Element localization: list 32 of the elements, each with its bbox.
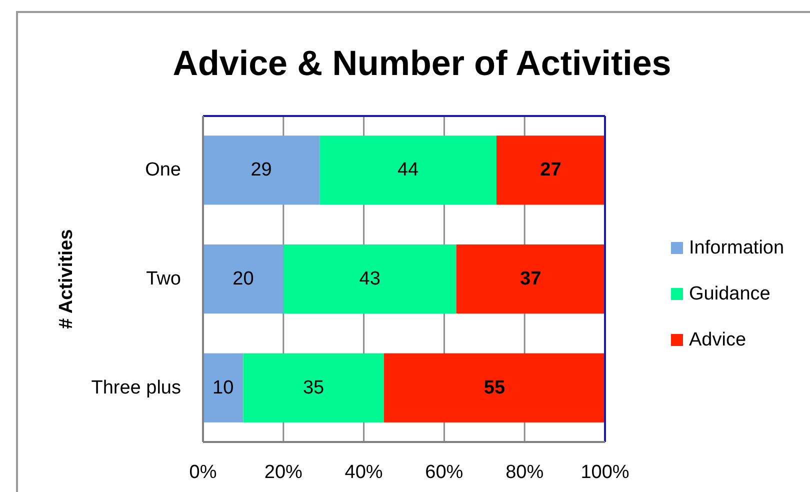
x-tick-label: 80% xyxy=(506,462,544,483)
legend-label: Advice xyxy=(689,330,746,350)
data-label: 29 xyxy=(250,160,272,181)
data-label: 55 xyxy=(484,377,506,398)
y-tick-label: One xyxy=(145,160,181,181)
chart-title: Advice & Number of Activities xyxy=(172,44,672,83)
data-label: 10 xyxy=(212,377,234,398)
data-label: 20 xyxy=(232,268,254,290)
y-tick-label: Two xyxy=(146,268,181,290)
x-tick-label: 100% xyxy=(580,462,630,483)
x-tick-label: 0% xyxy=(189,462,217,483)
x-tick-label: 40% xyxy=(344,462,383,483)
data-label: 44 xyxy=(397,160,420,181)
data-label: 43 xyxy=(359,268,380,290)
bar xyxy=(203,136,320,205)
bar xyxy=(203,353,244,422)
bar xyxy=(243,353,384,422)
y-axis-title: # Activities xyxy=(56,229,77,329)
bar xyxy=(320,136,496,205)
data-label: 35 xyxy=(302,377,324,398)
x-tick-label: 60% xyxy=(425,462,464,483)
y-tick-label: Three plus xyxy=(91,377,181,398)
data-label: 27 xyxy=(540,160,562,181)
bar xyxy=(384,353,605,422)
legend-label: Information xyxy=(689,238,784,258)
x-tick-label: 20% xyxy=(264,462,303,483)
legend-label: Guidance xyxy=(689,284,770,304)
bar xyxy=(496,136,605,205)
bar xyxy=(283,244,456,314)
data-label: 37 xyxy=(520,268,542,290)
bar xyxy=(456,244,605,314)
bar xyxy=(203,244,284,314)
